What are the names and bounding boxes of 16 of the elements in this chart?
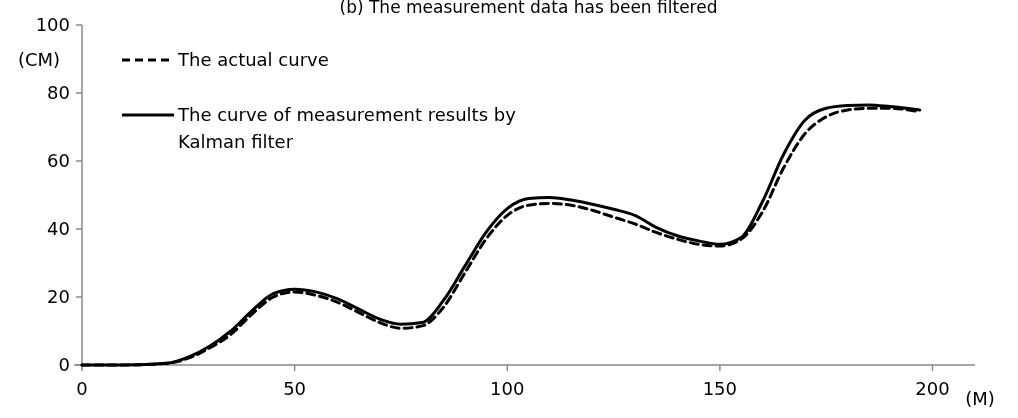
- legend-label: The actual curve: [177, 49, 329, 71]
- x-tick-label: 50: [283, 378, 307, 399]
- x-axis-title: (M): [965, 388, 995, 409]
- y-tick-label: 20: [47, 286, 70, 308]
- y-tick-label: 80: [47, 82, 70, 104]
- x-tick-label: 100: [490, 378, 525, 399]
- y-tick-label: 0: [58, 354, 70, 376]
- y-tick-label: 40: [47, 218, 70, 240]
- x-tick-label: 0: [76, 378, 88, 399]
- y-tick-label: 100: [35, 14, 70, 36]
- y-axis-title: (CM): [18, 48, 61, 70]
- y-tick-label: 60: [47, 150, 70, 172]
- legend-label: The curve of measurement results by Kalman filter: [177, 104, 517, 153]
- x-tick-label: 200: [915, 378, 950, 399]
- x-tick-label: 150: [702, 378, 738, 399]
- chart-title: (b) The measurement data has been filtered: [339, 0, 718, 17]
